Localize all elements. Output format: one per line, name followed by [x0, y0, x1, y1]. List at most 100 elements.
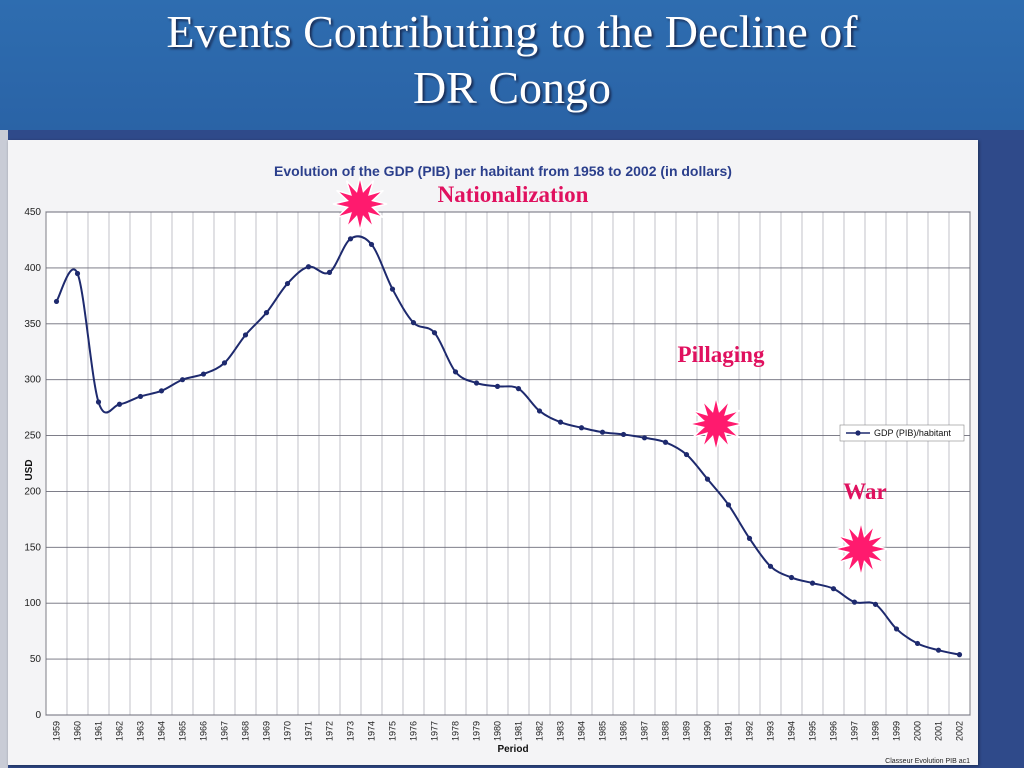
x-tick-label: 2001 — [934, 721, 944, 741]
event-burst-icon — [688, 396, 744, 452]
data-point — [494, 383, 501, 389]
data-point — [809, 580, 816, 586]
x-tick-label: 1961 — [94, 721, 104, 741]
x-tick-label: 1978 — [451, 721, 461, 741]
data-point — [473, 380, 480, 386]
data-point — [872, 601, 879, 607]
x-tick-label: 1972 — [325, 721, 335, 741]
data-point — [830, 586, 837, 592]
x-tick-label: 1979 — [472, 721, 482, 741]
data-point — [956, 652, 963, 658]
slide-header: Events Contributing to the Decline of DR… — [0, 0, 1024, 130]
x-tick-label: 1999 — [892, 721, 902, 741]
x-tick-label: 1984 — [577, 721, 587, 741]
x-tick-label: 1974 — [367, 721, 377, 741]
data-point — [452, 369, 459, 375]
data-point — [326, 269, 333, 275]
x-tick-label: 1993 — [766, 721, 776, 741]
data-point — [263, 310, 270, 316]
data-point — [914, 640, 921, 647]
x-tick-label: 1967 — [220, 721, 230, 741]
y-tick-label: 100 — [24, 598, 41, 609]
chart-title: Evolution of the GDP (PIB) per habitant … — [274, 163, 732, 179]
x-tick-label: 1968 — [241, 721, 251, 741]
slide-title-line-2: DR Congo — [412, 62, 612, 113]
x-tick-label: 1986 — [619, 721, 629, 741]
x-tick-label: 1959 — [52, 721, 62, 741]
x-tick-label: 1964 — [157, 721, 167, 741]
data-point — [536, 408, 543, 414]
x-tick-label: 1990 — [703, 721, 713, 741]
x-tick-label: 1988 — [661, 721, 671, 741]
data-point — [200, 371, 207, 377]
y-tick-label: 50 — [30, 654, 42, 665]
x-tick-label: 2002 — [955, 721, 965, 741]
event-label: War — [843, 479, 886, 504]
x-tick-label: 1970 — [283, 721, 293, 741]
x-tick-label: 1965 — [178, 721, 188, 741]
y-tick-label: 0 — [35, 710, 41, 721]
data-point — [599, 429, 606, 435]
gdp-line-chart: Evolution of the GDP (PIB) per habitant … — [24, 163, 971, 765]
series-line — [55, 235, 960, 656]
data-point — [221, 360, 228, 366]
data-point — [620, 431, 627, 438]
series-gdp — [53, 235, 963, 658]
y-axis-label: USD — [24, 459, 35, 480]
y-tick-label: 250 — [24, 431, 41, 442]
y-tick-label: 450 — [24, 207, 41, 218]
data-point — [746, 535, 753, 541]
y-axis-ticks: 0 50 100 150 200 250 300 350 400 450 — [24, 207, 41, 721]
x-tick-label: 1987 — [640, 721, 650, 741]
x-tick-label: 1981 — [514, 721, 524, 741]
x-tick-label: 1973 — [346, 721, 356, 741]
data-point — [53, 298, 60, 305]
x-tick-label: 1995 — [808, 721, 818, 741]
data-point — [851, 599, 858, 605]
event-label: Pillaging — [678, 342, 765, 367]
x-tick-label: 1963 — [136, 721, 146, 741]
data-point — [662, 439, 669, 445]
data-point — [284, 280, 291, 287]
data-point — [557, 419, 564, 425]
y-tick-label: 400 — [24, 263, 41, 274]
data-point — [431, 330, 438, 336]
data-point — [389, 286, 396, 292]
data-point — [179, 377, 186, 383]
event-annotations: Nationalization Pillaging War — [332, 176, 889, 577]
x-tick-label: 1982 — [535, 721, 545, 741]
legend-marker — [855, 430, 861, 436]
x-tick-label: 1989 — [682, 721, 692, 741]
chart-legend: GDP (PIB)/habitant — [839, 424, 965, 442]
x-tick-label: 1962 — [115, 721, 125, 741]
data-point — [683, 451, 690, 458]
y-tick-label: 350 — [24, 319, 41, 330]
data-point — [137, 393, 144, 400]
data-point — [725, 502, 732, 508]
data-point — [767, 563, 774, 569]
y-tick-label: 200 — [24, 486, 41, 497]
x-tick-label: 1996 — [829, 721, 839, 741]
legend-box — [839, 424, 965, 442]
data-point — [368, 241, 375, 248]
data-point — [788, 574, 795, 581]
data-point — [74, 270, 81, 277]
event-burst-icon — [833, 521, 889, 577]
x-tick-label: 1975 — [388, 721, 398, 741]
event-label: Nationalization — [438, 182, 589, 207]
slide-title-line-1: Events Contributing to the Decline of — [166, 6, 858, 57]
x-tick-label: 1994 — [787, 721, 797, 741]
slide-title: Events Contributing to the Decline of DR… — [0, 4, 1024, 116]
chart-card: Evolution of the GDP (PIB) per habitant … — [8, 140, 978, 765]
slide-left-edge — [0, 130, 8, 768]
x-tick-label: 1983 — [556, 721, 566, 741]
x-tick-label: 1998 — [871, 721, 881, 741]
data-point — [935, 647, 942, 653]
data-point — [305, 264, 312, 270]
event-burst-icon — [332, 176, 388, 232]
y-tick-label: 150 — [24, 542, 41, 553]
x-tick-label: 1971 — [304, 721, 314, 741]
x-tick-label: 1976 — [409, 721, 419, 741]
x-tick-label: 1980 — [493, 721, 503, 741]
x-tick-label: 1966 — [199, 721, 209, 741]
